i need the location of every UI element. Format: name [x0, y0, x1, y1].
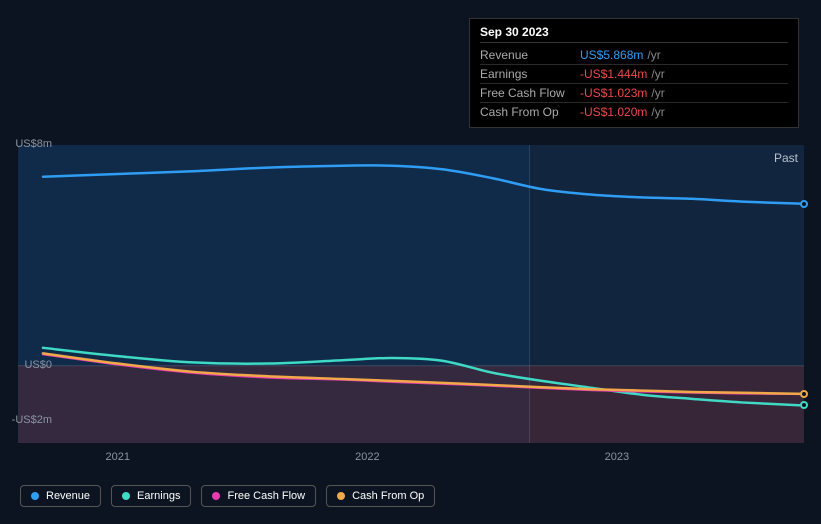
tooltip-unit: /yr: [651, 67, 664, 81]
legend-item[interactable]: Cash From Op: [326, 485, 435, 507]
tooltip-value: -US$1.023m: [580, 86, 647, 100]
legend: Revenue Earnings Free Cash Flow Cash From O…: [20, 485, 435, 507]
legend-label: Free Cash Flow: [227, 490, 305, 502]
tooltip-unit: /yr: [651, 86, 664, 100]
legend-dot: [212, 492, 220, 500]
y-tick-label: US$8m: [15, 138, 52, 150]
past-label: Past: [774, 151, 798, 165]
tooltip-label: Free Cash Flow: [480, 86, 580, 100]
tooltip-label: Earnings: [480, 67, 580, 81]
tooltip-value: -US$1.020m: [580, 105, 647, 119]
legend-dot: [31, 492, 39, 500]
y-tick-label: US$0: [24, 359, 52, 371]
tooltip-unit: /yr: [647, 48, 660, 62]
legend-item[interactable]: Earnings: [111, 485, 191, 507]
legend-dot: [122, 492, 130, 500]
legend-item[interactable]: Free Cash Flow: [201, 485, 316, 507]
legend-label: Revenue: [46, 490, 90, 502]
legend-label: Earnings: [137, 490, 180, 502]
tooltip-value: US$5.868m: [580, 48, 643, 62]
legend-item[interactable]: Revenue: [20, 485, 101, 507]
series-end-dot: [800, 200, 808, 208]
series-end-dot: [800, 401, 808, 409]
x-tick-label: 2023: [605, 451, 629, 463]
tooltip: Sep 30 2023 RevenueUS$5.868m/yrEarnings-…: [469, 18, 799, 128]
x-tick-label: 2022: [355, 451, 379, 463]
tooltip-row: Earnings-US$1.444m/yr: [480, 65, 788, 84]
tooltip-value: -US$1.444m: [580, 67, 647, 81]
tooltip-label: Revenue: [480, 48, 580, 62]
legend-label: Cash From Op: [352, 490, 424, 502]
y-tick-label: -US$2m: [12, 414, 52, 426]
chart-plot-area: [18, 145, 804, 443]
x-tick-label: 2021: [106, 451, 130, 463]
tooltip-unit: /yr: [651, 105, 664, 119]
tooltip-label: Cash From Op: [480, 105, 580, 119]
tooltip-date: Sep 30 2023: [480, 25, 788, 43]
series-end-dot: [800, 390, 808, 398]
legend-dot: [337, 492, 345, 500]
chart-svg: [18, 145, 804, 443]
tooltip-row: RevenueUS$5.868m/yr: [480, 46, 788, 65]
tooltip-row: Free Cash Flow-US$1.023m/yr: [480, 84, 788, 103]
tooltip-row: Cash From Op-US$1.020m/yr: [480, 103, 788, 121]
